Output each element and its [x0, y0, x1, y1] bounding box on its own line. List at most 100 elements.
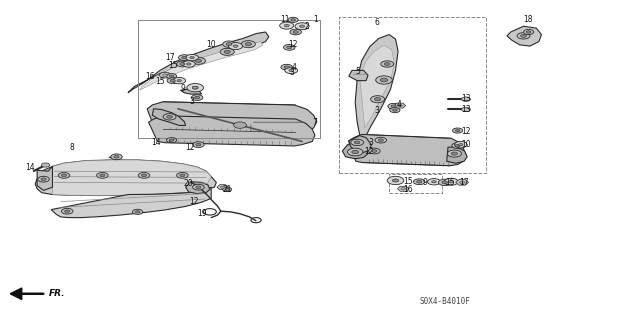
- Text: 12: 12: [289, 40, 298, 49]
- Circle shape: [132, 209, 143, 214]
- Polygon shape: [51, 187, 211, 218]
- Circle shape: [196, 186, 201, 188]
- Circle shape: [180, 63, 185, 65]
- Polygon shape: [10, 288, 22, 300]
- Circle shape: [166, 138, 177, 143]
- Polygon shape: [35, 160, 216, 196]
- Circle shape: [192, 86, 198, 89]
- Circle shape: [196, 143, 201, 146]
- Circle shape: [173, 77, 186, 84]
- Circle shape: [351, 139, 364, 146]
- Circle shape: [384, 63, 390, 66]
- Text: 12: 12: [461, 127, 470, 136]
- Circle shape: [432, 180, 436, 183]
- Circle shape: [193, 184, 204, 190]
- Circle shape: [392, 109, 397, 111]
- Circle shape: [280, 22, 294, 29]
- Text: 20: 20: [184, 179, 193, 188]
- Circle shape: [517, 33, 530, 39]
- Circle shape: [348, 148, 363, 156]
- Circle shape: [461, 107, 470, 112]
- Polygon shape: [147, 102, 317, 132]
- Text: 12: 12: [186, 143, 195, 152]
- Circle shape: [41, 178, 46, 180]
- Text: 17: 17: [165, 53, 175, 62]
- Circle shape: [288, 17, 298, 22]
- Text: 15: 15: [155, 77, 164, 86]
- Text: 6: 6: [374, 18, 380, 27]
- Text: 2: 2: [305, 22, 309, 31]
- Circle shape: [169, 75, 174, 77]
- Text: 3: 3: [289, 68, 294, 77]
- Text: 3: 3: [189, 97, 194, 106]
- Circle shape: [378, 139, 383, 141]
- Text: 14: 14: [152, 138, 161, 147]
- Circle shape: [138, 172, 150, 178]
- Circle shape: [460, 181, 465, 184]
- Circle shape: [375, 137, 387, 143]
- Circle shape: [389, 177, 402, 184]
- Circle shape: [374, 98, 381, 101]
- Polygon shape: [217, 185, 228, 190]
- Text: FR.: FR.: [49, 289, 65, 298]
- Circle shape: [180, 174, 185, 177]
- Circle shape: [449, 180, 454, 183]
- Circle shape: [287, 46, 292, 49]
- Polygon shape: [52, 160, 211, 196]
- Circle shape: [289, 69, 293, 72]
- Circle shape: [38, 176, 49, 182]
- Circle shape: [233, 45, 238, 47]
- Circle shape: [381, 61, 394, 67]
- Text: 19: 19: [197, 209, 207, 218]
- Text: 4: 4: [292, 63, 297, 72]
- Polygon shape: [140, 42, 262, 90]
- Circle shape: [428, 179, 440, 185]
- Circle shape: [170, 79, 175, 82]
- Text: 14: 14: [26, 163, 35, 172]
- Text: 7: 7: [312, 118, 317, 127]
- Circle shape: [458, 143, 463, 146]
- Circle shape: [177, 80, 182, 82]
- Circle shape: [58, 172, 70, 178]
- Circle shape: [369, 148, 380, 154]
- Circle shape: [182, 61, 195, 67]
- Polygon shape: [349, 136, 371, 152]
- Text: 10: 10: [207, 40, 216, 49]
- Circle shape: [135, 211, 140, 213]
- Circle shape: [284, 24, 289, 27]
- Text: 3: 3: [374, 106, 380, 115]
- Circle shape: [166, 74, 177, 79]
- Circle shape: [352, 150, 358, 154]
- Circle shape: [97, 172, 108, 178]
- Circle shape: [61, 208, 73, 214]
- Polygon shape: [342, 145, 368, 159]
- Circle shape: [444, 178, 458, 185]
- Polygon shape: [360, 45, 394, 128]
- Circle shape: [189, 84, 202, 91]
- Circle shape: [454, 141, 467, 148]
- Circle shape: [284, 44, 295, 50]
- Circle shape: [372, 150, 377, 152]
- Text: S0X4-B4010F: S0X4-B4010F: [419, 297, 470, 306]
- Circle shape: [186, 54, 198, 61]
- Circle shape: [225, 188, 229, 190]
- Circle shape: [447, 150, 461, 157]
- Circle shape: [281, 64, 292, 70]
- Text: 15: 15: [445, 178, 454, 187]
- Text: 9: 9: [180, 84, 186, 93]
- Text: 8: 8: [69, 143, 74, 152]
- Polygon shape: [349, 134, 466, 166]
- Text: 13: 13: [461, 105, 470, 114]
- Circle shape: [186, 63, 191, 65]
- Polygon shape: [152, 109, 186, 125]
- Circle shape: [413, 179, 425, 185]
- Circle shape: [392, 179, 399, 182]
- Polygon shape: [37, 166, 52, 190]
- Polygon shape: [397, 186, 409, 191]
- Text: 17: 17: [460, 178, 469, 187]
- Circle shape: [220, 48, 234, 55]
- Polygon shape: [394, 103, 406, 108]
- Circle shape: [189, 56, 195, 59]
- Circle shape: [284, 66, 289, 68]
- Circle shape: [387, 176, 404, 185]
